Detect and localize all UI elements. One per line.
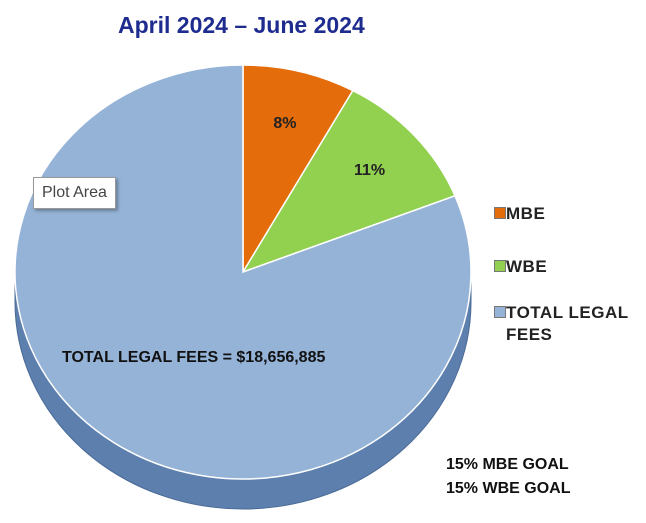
legend-label: WBE [506, 257, 548, 276]
chart-title: April 2024 – June 2024 [118, 12, 365, 38]
total-annotation: TOTAL LEGAL FEES = $18,656,885 [62, 349, 326, 366]
pie-slice [241, 89, 456, 274]
legend-swatch [494, 260, 506, 272]
legend-item: MBE [494, 203, 641, 225]
pie-slice [242, 64, 354, 275]
legend-item: TOTAL LEGAL FEES [494, 302, 641, 346]
legend-label: TOTAL LEGAL FEES [506, 303, 629, 344]
goal-note: 15% WBE GOAL [446, 480, 571, 497]
data-label: 11% [354, 162, 385, 179]
legend-swatch [494, 306, 506, 318]
legend-item: WBE [494, 256, 641, 278]
goal-note: 15% MBE GOAL [446, 456, 569, 473]
tooltip: Plot Area [33, 177, 116, 209]
pie-slice [14, 64, 472, 480]
legend-label: MBE [506, 204, 546, 223]
data-label: 8% [273, 115, 296, 132]
legend-swatch [494, 207, 506, 219]
